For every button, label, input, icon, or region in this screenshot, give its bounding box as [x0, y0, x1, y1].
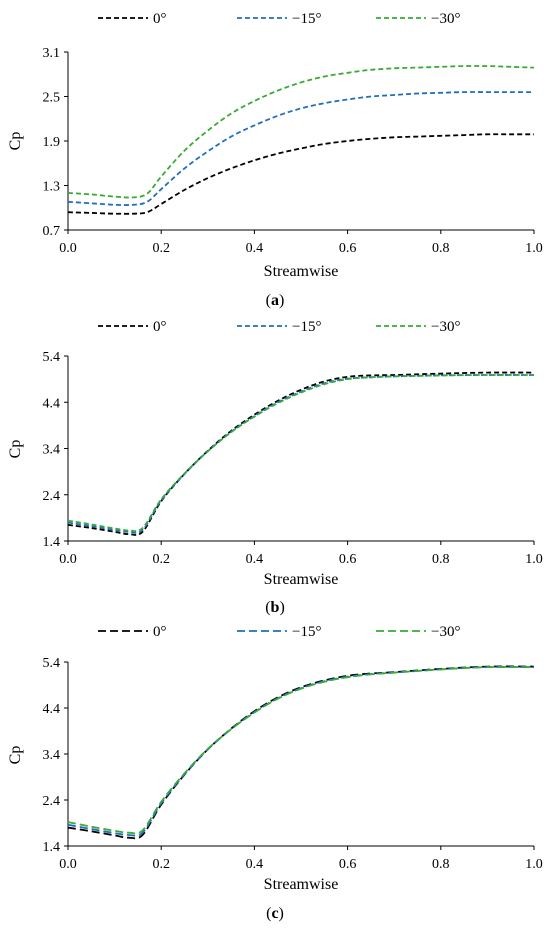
caption-paren-open: ( [266, 905, 271, 922]
caption-paren-close: ) [279, 292, 284, 309]
series-line-1 [67, 666, 535, 837]
panel-caption: (a) [266, 292, 285, 309]
legend-label-2: −30° [431, 11, 460, 27]
series-line-0 [67, 371, 535, 536]
caption-letter: a [271, 292, 279, 309]
y-tick-label: 2.5 [43, 91, 61, 106]
legend-label-2: −30° [431, 319, 460, 335]
legend-label-2: −30° [431, 624, 460, 640]
caption-paren-open: ( [265, 599, 270, 616]
y-axis-label: Cp [7, 746, 24, 765]
chart-panel-b: 1.4 2.4 3.4 4.4 5.4 0.0 0.2 0.4 0.6 0.8 1.0 Streamw… [7, 319, 543, 616]
y-axis-label: Cp [7, 132, 24, 151]
legend-label-1: −15° [292, 319, 321, 335]
legend-label-1: −15° [292, 11, 321, 27]
x-tick-label: 0.0 [59, 241, 77, 256]
y-tick-label: 5.4 [43, 350, 61, 365]
x-tick-label: 0.6 [339, 241, 357, 256]
x-tick-label: 0.2 [152, 552, 170, 567]
y-tick-label: 3.4 [43, 443, 61, 458]
x-axis-label: Streamwise [264, 876, 339, 893]
chart-panel-a: 0.7 1.3 1.9 2.5 3.1 0.0 0.2 0.4 0.6 0.8 1.0 Streamw… [7, 11, 543, 309]
series-line-2 [67, 65, 535, 199]
y-axis-label: Cp [7, 440, 24, 459]
y-tick-label: 5.4 [43, 656, 61, 671]
caption-paren-open: ( [266, 292, 271, 309]
x-tick-label: 0.4 [246, 552, 264, 567]
y-tick-label: 2.4 [43, 794, 61, 809]
x-tick-label: 0.6 [339, 552, 357, 567]
y-tick-label: 3.1 [43, 46, 61, 61]
x-tick-label: 0.6 [339, 857, 357, 872]
legend-label-0: 0° [153, 319, 167, 335]
y-tick-label: 1.9 [43, 135, 61, 150]
y-tick-label: 4.4 [43, 396, 61, 411]
x-axis-label: Streamwise [264, 571, 339, 588]
y-tick-label: 2.4 [43, 489, 61, 504]
caption-letter: b [271, 599, 280, 616]
legend-label-0: 0° [153, 624, 167, 640]
y-tick-label: 0.7 [43, 224, 61, 239]
x-tick-label: 0.2 [152, 241, 170, 256]
series-line-2 [67, 666, 535, 835]
caption-paren-close: ) [279, 599, 284, 616]
caption-letter: c [271, 905, 278, 922]
legend-label-0: 0° [153, 11, 167, 27]
series-line-0 [67, 133, 534, 215]
series-line-1 [67, 374, 535, 534]
x-tick-label: 1.0 [525, 552, 543, 567]
panel-caption: (b) [265, 599, 285, 616]
x-tick-label: 0.4 [246, 857, 264, 872]
x-tick-label: 0.8 [432, 552, 450, 567]
x-axis-label: Streamwise [264, 263, 339, 280]
x-tick-label: 0.4 [246, 241, 264, 256]
caption-paren-close: ) [279, 905, 284, 922]
x-tick-label: 0.8 [432, 241, 450, 256]
y-tick-label: 1.3 [43, 180, 61, 195]
x-tick-label: 1.0 [525, 857, 543, 872]
legend-label-1: −15° [292, 624, 321, 640]
x-tick-label: 0.0 [59, 552, 77, 567]
x-tick-label: 0.8 [432, 857, 450, 872]
chart-panel-c: 1.4 2.4 3.4 4.4 5.4 0.0 0.2 0.4 0.6 0.8 1.0 Streamw… [7, 624, 543, 922]
y-tick-label: 1.4 [43, 535, 61, 550]
y-tick-label: 1.4 [43, 840, 61, 855]
series-line-2 [67, 374, 535, 533]
series-line-1 [67, 91, 534, 206]
y-tick-label: 4.4 [43, 702, 61, 717]
x-tick-label: 0.0 [59, 857, 77, 872]
x-tick-label: 0.2 [152, 857, 170, 872]
x-tick-label: 1.0 [525, 241, 543, 256]
panel-caption: (c) [266, 905, 284, 922]
series-line-0 [67, 665, 535, 840]
y-tick-label: 3.4 [43, 748, 61, 763]
